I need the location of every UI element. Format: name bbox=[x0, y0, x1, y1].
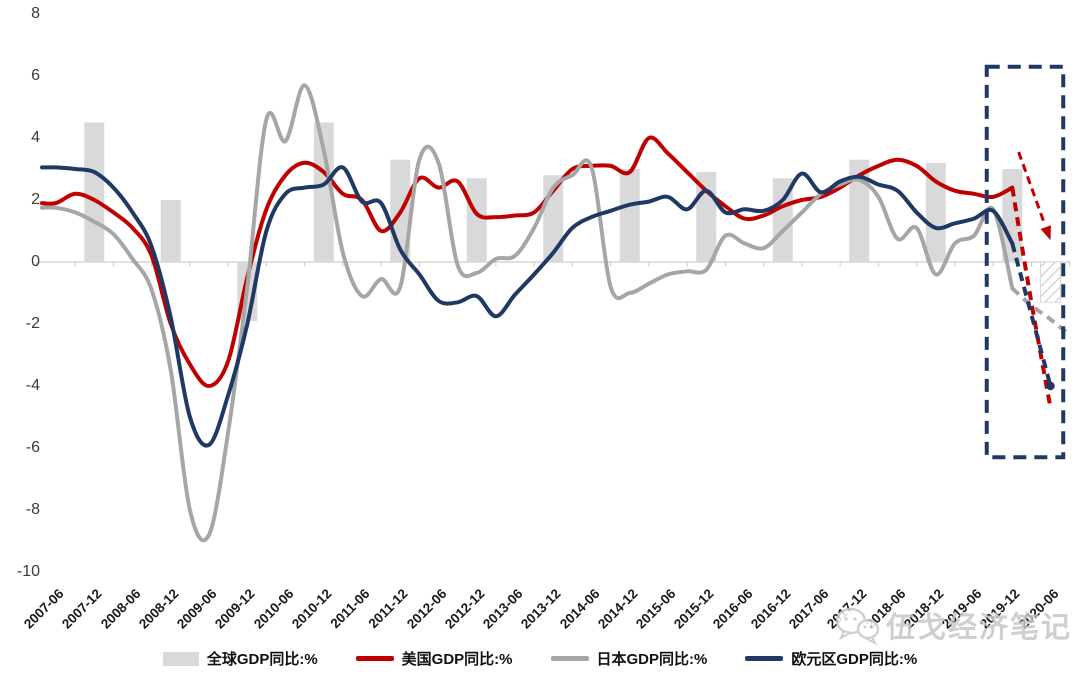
japan-line bbox=[40, 83, 1015, 543]
gdp-bar bbox=[772, 178, 793, 262]
forecast-box bbox=[984, 64, 1066, 460]
gdp-bar bbox=[84, 122, 105, 262]
y-axis-label: 0 bbox=[31, 253, 40, 270]
gdp-bar bbox=[849, 159, 870, 262]
legend-swatch-us bbox=[355, 656, 394, 661]
gdp-bar bbox=[313, 122, 334, 262]
legend-label: 全球GDP同比:% bbox=[206, 651, 318, 668]
y-axis-label: -6 bbox=[25, 439, 40, 456]
legend-label: 日本GDP同比:% bbox=[596, 651, 708, 668]
y-axis-label: 6 bbox=[31, 67, 40, 84]
y-axis-label: -10 bbox=[16, 563, 40, 580]
forecast-bar-hatched bbox=[1040, 261, 1061, 303]
decline-arrow-head bbox=[1040, 225, 1051, 241]
y-axis-label: -2 bbox=[25, 315, 40, 332]
legend-swatch-eurozone bbox=[745, 656, 784, 661]
legend-item-global: 全球GDP同比:% bbox=[162, 648, 318, 669]
y-axis-label: 4 bbox=[31, 129, 40, 146]
y-axis-label: -8 bbox=[25, 501, 40, 518]
y-axis-label: -4 bbox=[25, 377, 40, 394]
eurozone-forecast-dashed bbox=[1010, 242, 1053, 387]
legend-swatch-global bbox=[162, 651, 199, 666]
eurozone-line bbox=[40, 165, 1015, 448]
chart-legend: 全球GDP同比:% 美国GDP同比:% 日本GDP同比:% 欧元区GDP同比:% bbox=[0, 648, 1080, 669]
legend-item-eurozone: 欧元区GDP同比:% bbox=[745, 648, 917, 669]
us-forecast-dashed bbox=[1010, 187, 1053, 409]
y-axis-label: 8 bbox=[31, 5, 40, 22]
legend-label: 欧元区GDP同比:% bbox=[791, 651, 918, 668]
legend-swatch-japan bbox=[550, 656, 589, 661]
y-axis-label: 2 bbox=[31, 191, 40, 208]
gdp-bar bbox=[466, 178, 487, 262]
gdp-bar bbox=[619, 169, 640, 262]
legend-label: 美国GDP同比:% bbox=[401, 651, 513, 668]
decline-arrow bbox=[1017, 151, 1047, 226]
legend-item-us: 美国GDP同比:% bbox=[355, 648, 513, 669]
gdp-bar bbox=[160, 200, 181, 262]
gdp-bar bbox=[925, 162, 946, 262]
eurozone-end-dot bbox=[1046, 381, 1055, 391]
legend-item-japan: 日本GDP同比:% bbox=[550, 648, 708, 669]
